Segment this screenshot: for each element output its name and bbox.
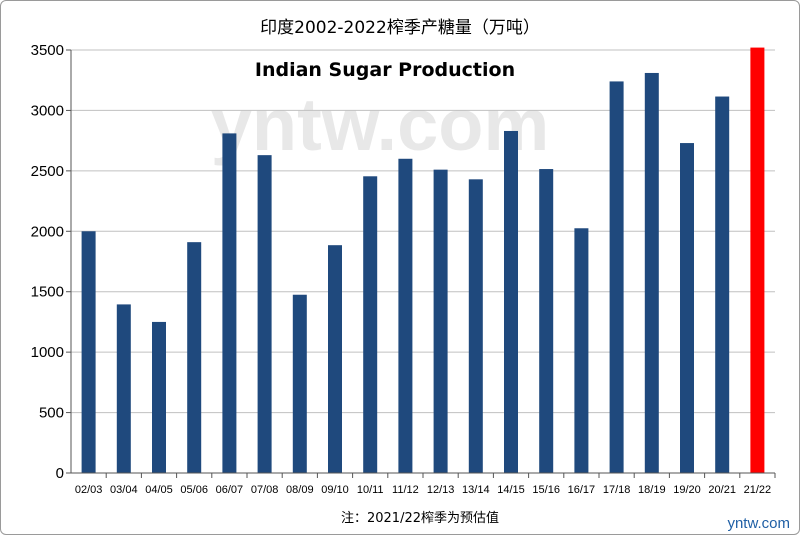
x-tick-label: 09/10 bbox=[321, 484, 349, 496]
y-tick-label: 0 bbox=[56, 465, 64, 482]
bar-series bbox=[81, 47, 765, 474]
x-tick-label: 19/20 bbox=[673, 484, 701, 496]
bar bbox=[257, 155, 272, 473]
x-tick-label: 06/07 bbox=[216, 484, 244, 496]
x-tick-label: 15/16 bbox=[532, 484, 560, 496]
bar bbox=[750, 47, 765, 473]
bar bbox=[292, 294, 307, 473]
watermark: yntw.com bbox=[211, 83, 550, 166]
source-credit: yntw.com bbox=[727, 515, 790, 532]
bar bbox=[644, 72, 659, 473]
x-tick-label: 17/18 bbox=[603, 484, 631, 496]
x-tick-label: 14/15 bbox=[497, 484, 525, 496]
x-tick-label: 13/14 bbox=[462, 484, 490, 496]
y-tick-label: 3000 bbox=[31, 102, 64, 119]
y-tick-label: 1000 bbox=[31, 344, 64, 361]
x-tick-label: 20/21 bbox=[708, 484, 736, 496]
x-tick-label: 04/05 bbox=[145, 484, 173, 496]
y-tick-label: 500 bbox=[39, 405, 64, 422]
y-tick-label: 1500 bbox=[31, 284, 64, 301]
bar bbox=[328, 245, 342, 473]
x-tick-label: 16/17 bbox=[568, 484, 596, 496]
bar bbox=[433, 169, 448, 474]
x-tick-label: 12/13 bbox=[427, 484, 455, 496]
bar bbox=[363, 176, 378, 473]
bar bbox=[574, 228, 589, 473]
chart-title: 印度2002-2022榨季产糖量（万吨） bbox=[260, 18, 540, 38]
x-tick-label: 02/03 bbox=[75, 484, 103, 496]
bar bbox=[116, 304, 131, 473]
bar bbox=[680, 143, 694, 473]
bar bbox=[609, 81, 624, 474]
y-tick-labels: 0 500 1000 1500 2000 2500 3000 3500 bbox=[31, 42, 64, 482]
axes bbox=[66, 49, 776, 478]
x-tick-label: 18/19 bbox=[638, 484, 666, 496]
x-tick-labels: 02/03 03/04 04/05 05/06 06/07 07/08 08/09 09/10… bbox=[75, 484, 771, 496]
chart-subtitle: Indian Sugar Production bbox=[255, 59, 515, 81]
bar bbox=[468, 179, 483, 473]
bar bbox=[504, 130, 518, 473]
bar bbox=[222, 133, 237, 474]
x-tick-label: 05/06 bbox=[180, 484, 208, 496]
x-tick-label: 10/11 bbox=[357, 484, 384, 496]
y-tick-label: 2000 bbox=[31, 223, 64, 240]
bar bbox=[539, 169, 554, 473]
bar bbox=[187, 242, 202, 473]
x-tick-label: 21/22 bbox=[744, 484, 772, 496]
x-tick-label: 08/09 bbox=[286, 484, 314, 496]
bar bbox=[715, 96, 730, 473]
x-tick-label: 11/12 bbox=[392, 484, 419, 496]
bar bbox=[398, 158, 413, 473]
y-tick-label: 3500 bbox=[31, 42, 64, 59]
x-tick-label: 03/04 bbox=[110, 484, 138, 496]
chart-note: 注：2021/22榨季为预估值 bbox=[341, 510, 499, 526]
x-tick-label: 07/08 bbox=[251, 484, 279, 496]
bar bbox=[81, 231, 96, 473]
bar bbox=[152, 321, 166, 473]
y-tick-label: 2500 bbox=[31, 163, 64, 180]
